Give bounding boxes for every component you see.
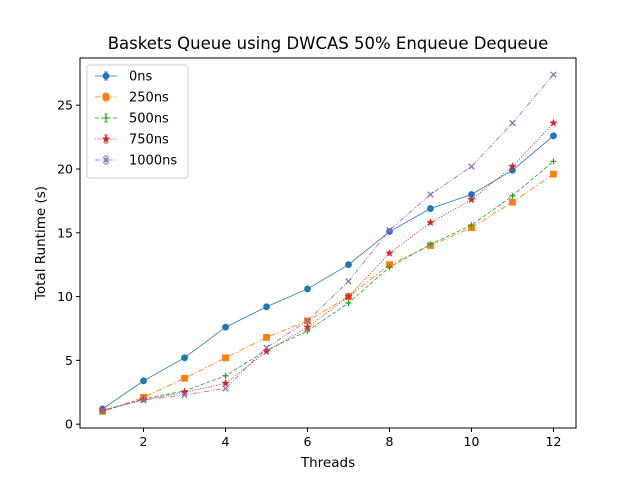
- legend-marker-250ns: [102, 93, 110, 101]
- series-line-500ns: [102, 161, 554, 412]
- y-tick-label-25: 25: [57, 98, 73, 113]
- x-axis-label: Threads: [300, 455, 355, 471]
- data-point-500ns-10: [468, 222, 475, 229]
- legend-entry-500ns: 500ns: [95, 112, 169, 127]
- data-point-0ns-12: [550, 132, 557, 140]
- data-point-0ns-7: [345, 261, 352, 269]
- x-tick-label-8: 8: [386, 434, 394, 449]
- data-point-750ns-7: [344, 292, 353, 301]
- data-point-1000ns-4: [222, 385, 229, 392]
- data-point-0ns-2: [140, 377, 147, 385]
- x-tick-label-6: 6: [304, 434, 312, 449]
- series-1000ns: [99, 71, 557, 414]
- data-point-1000ns-2: [140, 396, 147, 404]
- data-point-500ns-4: [222, 372, 229, 379]
- data-point-1000ns-11: [509, 119, 516, 127]
- data-point-0ns-4: [222, 323, 229, 331]
- data-point-1000ns-6: [304, 317, 311, 325]
- y-tick-label-20: 20: [57, 162, 73, 177]
- y-tick-label-5: 5: [65, 353, 73, 368]
- y-tick-label-15: 15: [57, 225, 73, 240]
- data-point-1000ns-9: [427, 191, 434, 198]
- data-point-500ns-11: [509, 192, 516, 199]
- x-tick-label-2: 2: [140, 434, 148, 449]
- data-point-750ns-11: [508, 161, 517, 171]
- legend-entry-250ns: 250ns: [95, 91, 169, 106]
- data-point-1000ns-5: [263, 344, 270, 351]
- data-point-750ns-10: [467, 195, 476, 204]
- data-point-500ns-8: [386, 264, 393, 271]
- legend-label-500ns: 500ns: [129, 112, 169, 127]
- legend: 0ns 250ns 500ns 750ns 1000ns: [86, 64, 189, 179]
- legend-entry-750ns: 750ns: [95, 133, 169, 148]
- data-point-500ns-9: [427, 241, 434, 248]
- series-750ns: [98, 118, 558, 414]
- legend-label-1000ns: 1000ns: [129, 154, 177, 169]
- y-tick-label-0: 0: [65, 417, 73, 432]
- data-point-750ns-8: [385, 248, 394, 257]
- data-point-1000ns-8: [386, 226, 393, 234]
- data-point-750ns-6: [303, 322, 312, 331]
- legend-entry-1000ns: 1000ns: [95, 154, 177, 169]
- data-point-250ns-5: [263, 334, 270, 341]
- data-point-0ns-6: [304, 285, 311, 293]
- data-point-0ns-5: [263, 303, 270, 311]
- data-point-1000ns-7: [345, 278, 352, 285]
- data-point-750ns-4: [221, 378, 230, 387]
- legend-label-0ns: 0ns: [129, 70, 153, 85]
- data-point-250ns-12: [550, 170, 557, 178]
- legend-marker-500ns: [103, 115, 109, 121]
- plot-area: [98, 71, 558, 415]
- y-axis-label: Total Runtime (s): [33, 186, 49, 301]
- data-point-250ns-11: [509, 198, 516, 206]
- x-tick-label-10: 10: [464, 434, 480, 449]
- legend-marker-0ns: [102, 72, 110, 80]
- data-point-1000ns-3: [181, 391, 188, 399]
- axis-ticks: 2 4 6 8 10 12 0 5 10 15 20 25: [57, 98, 561, 449]
- data-point-750ns-12: [549, 118, 558, 127]
- legend-entry-0ns: 0ns: [95, 70, 153, 85]
- legend-label-250ns: 250ns: [129, 91, 169, 106]
- data-point-1000ns-10: [468, 163, 475, 170]
- data-point-0ns-8: [386, 228, 393, 235]
- legend-marker-1000ns: [102, 156, 110, 164]
- series-line-250ns: [102, 173, 554, 412]
- data-point-750ns-3: [180, 387, 189, 396]
- series-line-1000ns: [102, 74, 554, 411]
- data-point-500ns-12: [550, 158, 557, 165]
- y-tick-label-10: 10: [57, 289, 73, 304]
- data-point-1000ns-1: [99, 406, 106, 414]
- data-point-1000ns-12: [550, 71, 557, 78]
- data-point-500ns-7: [345, 299, 352, 306]
- series-line-0ns: [102, 135, 554, 410]
- data-point-0ns-9: [427, 205, 434, 212]
- chart-title: Baskets Queue using DWCAS 50% Enqueue De…: [108, 34, 549, 53]
- data-point-750ns-9: [426, 218, 435, 227]
- x-tick-label-4: 4: [222, 434, 230, 449]
- data-point-250ns-3: [181, 374, 188, 382]
- legend-label-750ns: 750ns: [129, 133, 169, 148]
- axes-frame: [79, 57, 577, 429]
- legend-box: [86, 64, 189, 179]
- series-line-750ns: [102, 122, 554, 411]
- data-point-0ns-3: [181, 354, 188, 362]
- legend-marker-750ns: [101, 134, 111, 143]
- data-point-250ns-4: [222, 354, 229, 362]
- x-tick-label-12: 12: [546, 434, 562, 449]
